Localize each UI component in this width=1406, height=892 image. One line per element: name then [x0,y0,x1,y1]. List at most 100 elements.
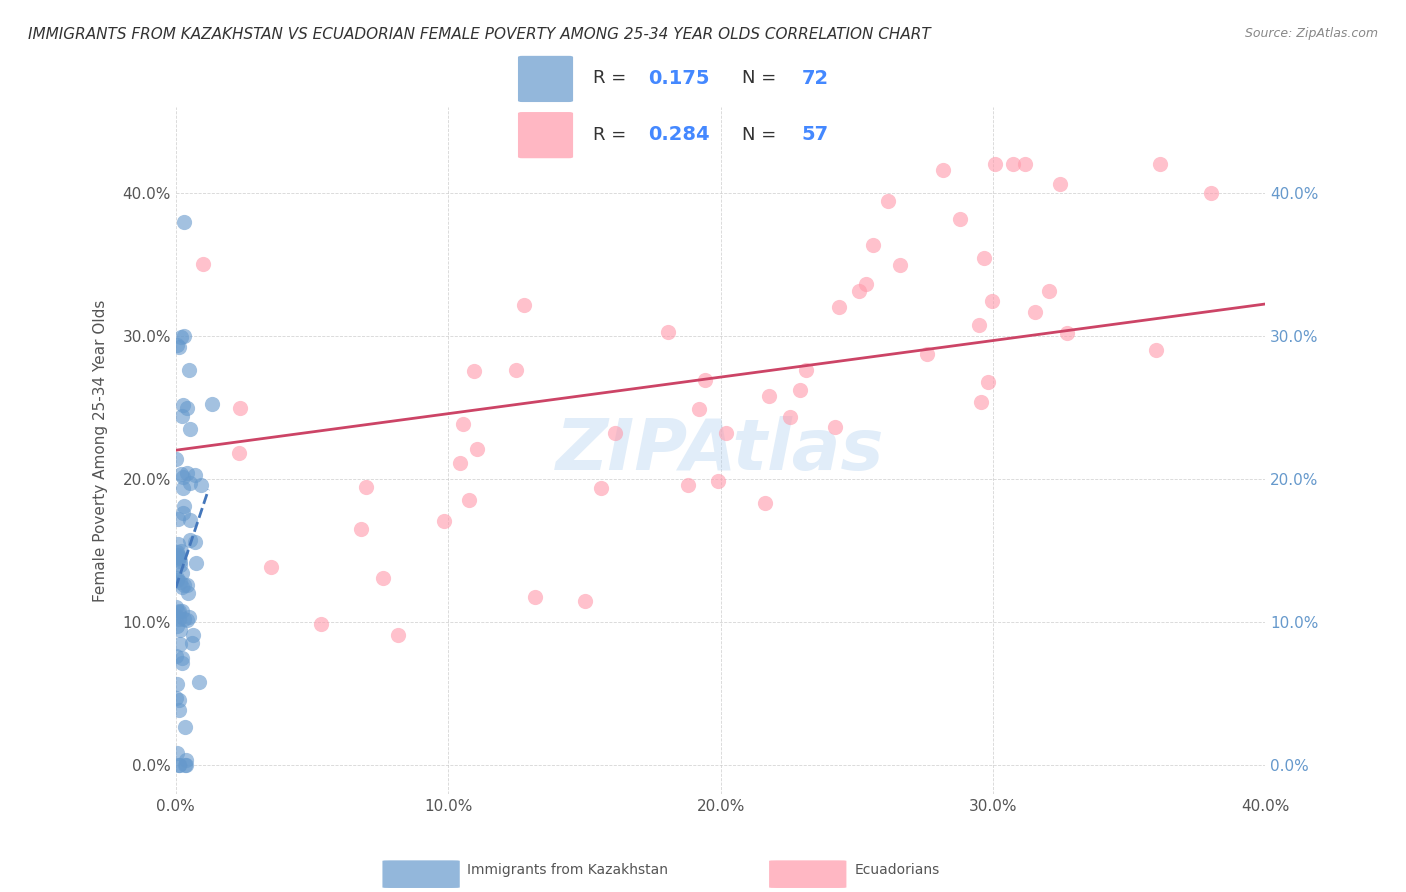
Text: 57: 57 [801,125,828,144]
Point [174,758,197,772]
Point [828,300,851,314]
Text: R =: R = [593,70,631,87]
Point [166,677,188,691]
Point [169,623,191,637]
Point [167,604,190,618]
Text: 0.175: 0.175 [648,69,710,87]
Point [173,214,195,228]
Point [789,383,811,397]
Point [932,163,955,178]
Point [260,559,283,574]
Text: N =: N = [742,70,782,87]
Point [179,610,201,624]
Point [166,536,188,550]
Point [176,466,198,480]
Point [169,637,191,651]
Point [190,478,212,492]
Point [169,553,191,567]
Text: ZIPAtlas: ZIPAtlas [557,416,884,485]
Point [188,675,211,690]
Point [173,398,195,412]
Point [505,363,527,377]
Point [754,496,776,510]
Point [449,456,471,470]
Point [973,251,995,265]
Point [172,481,194,495]
Point [183,628,205,642]
Point [949,212,972,227]
Text: Source: ZipAtlas.com: Source: ZipAtlas.com [1244,27,1378,40]
Text: N =: N = [742,126,782,144]
Point [917,347,939,361]
Text: 72: 72 [801,69,828,87]
Point [179,513,201,527]
Point [657,325,679,339]
Point [309,616,332,631]
Point [714,426,737,441]
Point [167,758,190,772]
Point [433,514,456,528]
Point [172,580,194,594]
Point [177,586,200,600]
Point [229,401,252,415]
Point [165,649,187,664]
Point [1024,305,1046,319]
Point [706,475,728,489]
Point [166,619,188,633]
Point [167,549,190,564]
FancyBboxPatch shape [382,860,460,888]
Point [170,544,193,558]
Point [170,409,193,423]
Point [794,362,817,376]
Point [170,651,193,665]
Point [1056,326,1078,340]
Point [876,194,898,208]
Point [172,506,194,520]
Point [387,628,409,642]
Point [165,609,187,624]
Point [349,522,371,536]
FancyBboxPatch shape [769,860,846,888]
Point [984,157,1007,171]
Y-axis label: Female Poverty Among 25-34 Year Olds: Female Poverty Among 25-34 Year Olds [94,300,108,601]
Point [1149,157,1171,171]
Point [176,578,198,592]
Point [1144,343,1167,358]
Text: 0.284: 0.284 [648,125,710,144]
Point [172,470,194,484]
Point [179,362,201,376]
Point [977,376,1000,390]
Point [167,758,190,772]
Point [174,753,197,767]
Point [457,493,479,508]
Point [167,612,190,626]
Point [167,341,190,355]
Point [169,550,191,565]
Point [1002,157,1025,171]
Point [172,604,194,618]
Point [167,548,190,562]
Text: Ecuadorians: Ecuadorians [855,863,939,877]
Point [174,720,197,734]
Point [166,605,188,619]
Point [166,545,188,559]
Point [165,691,187,706]
Point [1038,284,1060,298]
Point [169,467,191,481]
Point [228,446,250,460]
Point [174,758,197,772]
Point [855,277,877,291]
Point [166,746,188,760]
Text: R =: R = [593,126,631,144]
Point [969,318,991,333]
Point [169,558,191,572]
Point [170,330,193,344]
Point [166,552,188,566]
Point [167,703,190,717]
Point [170,566,193,581]
Point [173,612,195,626]
Point [184,534,207,549]
Point [173,329,195,343]
Point [373,571,395,585]
Point [184,467,207,482]
